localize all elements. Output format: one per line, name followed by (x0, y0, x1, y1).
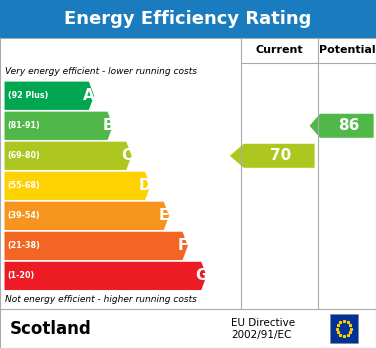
Polygon shape (5, 82, 94, 110)
Text: A: A (83, 88, 95, 103)
Polygon shape (309, 114, 374, 138)
Text: E: E (159, 208, 169, 223)
Text: (21-38): (21-38) (8, 242, 40, 251)
Text: 86: 86 (338, 118, 359, 133)
Polygon shape (230, 144, 315, 168)
Text: (1-20): (1-20) (8, 271, 35, 280)
Bar (0, 0, 376, 38)
Text: Scotland: Scotland (9, 319, 91, 338)
Bar (0, 38, 376, 348)
Text: Potential: Potential (318, 45, 375, 55)
Polygon shape (5, 202, 169, 230)
Polygon shape (5, 172, 150, 200)
Polygon shape (5, 142, 132, 170)
Text: (69-80): (69-80) (8, 151, 40, 160)
Text: Current: Current (255, 45, 303, 55)
Text: F: F (178, 238, 188, 253)
Bar (330, 314, 358, 343)
Text: Very energy efficient - lower running costs: Very energy efficient - lower running co… (5, 67, 197, 76)
Text: D: D (139, 178, 152, 193)
Text: C: C (121, 148, 132, 163)
Text: 2002/91/EC: 2002/91/EC (231, 330, 292, 340)
Text: Energy Efficiency Rating: Energy Efficiency Rating (64, 10, 312, 28)
Text: (81-91): (81-91) (8, 121, 40, 130)
Polygon shape (5, 232, 188, 260)
Text: EU Directive: EU Directive (231, 318, 296, 328)
Text: G: G (196, 268, 208, 283)
Polygon shape (5, 112, 113, 140)
Polygon shape (5, 262, 206, 290)
Text: (55-68): (55-68) (8, 181, 40, 190)
Text: (92 Plus): (92 Plus) (8, 91, 48, 100)
Text: 70: 70 (270, 148, 292, 163)
Text: Not energy efficient - higher running costs: Not energy efficient - higher running co… (5, 295, 196, 304)
Text: B: B (102, 118, 114, 133)
Text: (39-54): (39-54) (8, 211, 40, 220)
